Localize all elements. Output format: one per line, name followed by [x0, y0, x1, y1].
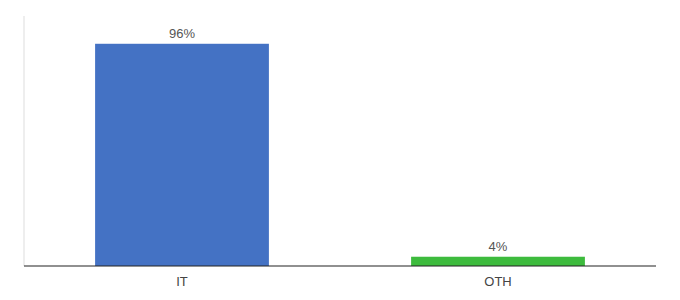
data-label: 96%: [169, 26, 195, 41]
bar: [411, 257, 585, 266]
bar: [95, 44, 269, 266]
x-tick-label: OTH: [484, 274, 511, 289]
chart-container: 96% 4% IT OTH: [0, 0, 680, 300]
x-axis-line: [24, 265, 656, 266]
y-axis-line: [24, 16, 25, 266]
x-tick-label: IT: [176, 274, 188, 289]
bars: [95, 44, 585, 266]
chart-svg: 96% 4% IT OTH: [0, 0, 680, 300]
data-label: 4%: [489, 239, 508, 254]
